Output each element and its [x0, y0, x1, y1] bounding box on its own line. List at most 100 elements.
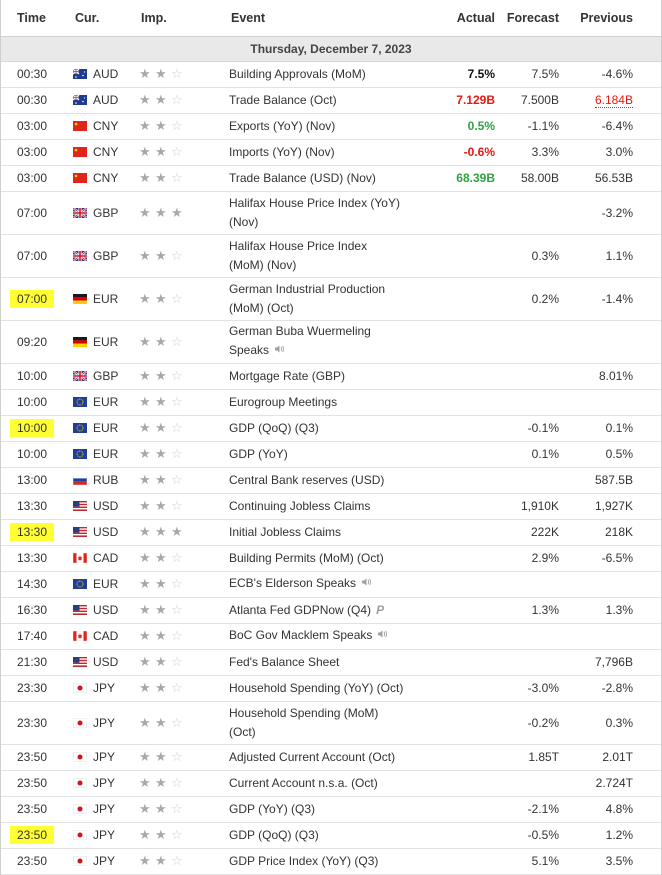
- event-name[interactable]: Imports (YoY) (Nov): [229, 144, 335, 159]
- table-row[interactable]: 03:00 CNY ★ ★ ☆ Trade Balance (USD) (Nov) 68.3…: [1, 165, 661, 192]
- event-cell[interactable]: Continuing Jobless Claims: [229, 493, 425, 520]
- table-row[interactable]: 14:30 EUR ★ ★ ☆ ECB's Elderson Speaks: [1, 571, 661, 598]
- event-name[interactable]: (Oct): [229, 724, 256, 739]
- event-cell[interactable]: GDP (YoY): [229, 441, 425, 468]
- event-name[interactable]: German Industrial Production: [229, 281, 386, 296]
- event-cell[interactable]: Trade Balance (USD) (Nov): [229, 165, 425, 192]
- importance-cell: ★ ★ ☆: [139, 770, 229, 797]
- table-row[interactable]: 09:20 EUR ★ ★ ☆ German Buba Wuermeling Speaks: [1, 320, 661, 364]
- event-name[interactable]: (MoM) (Oct): [229, 300, 294, 315]
- event-name[interactable]: Continuing Jobless Claims: [229, 498, 371, 513]
- event-name[interactable]: Initial Jobless Claims: [229, 524, 342, 539]
- event-cell[interactable]: Building Approvals (MoM): [229, 61, 425, 88]
- table-row[interactable]: 03:00 CNY ★ ★ ☆ Imports (YoY) (Nov) -0.6% 3.3% 3…: [1, 139, 661, 166]
- event-cell[interactable]: Initial Jobless Claims: [229, 519, 425, 546]
- event-cell[interactable]: Trade Balance (Oct): [229, 87, 425, 114]
- table-row[interactable]: 13:00 RUB ★ ★ ☆ Central Bank reserves (USD) 58…: [1, 467, 661, 494]
- table-row[interactable]: 16:30 USD ★ ★ ☆ Atlanta Fed GDPNow (Q4) P 1.3% 1…: [1, 597, 661, 624]
- table-row[interactable]: 07:00 GBP ★ ★ ☆ Halifax House Price Index (MoM…: [1, 234, 661, 278]
- table-row[interactable]: 10:00 GBP ★ ★ ☆ Mortgage Rate (GBP) 8.01%: [1, 363, 661, 390]
- table-row[interactable]: 23:50 JPY ★ ★ ☆ GDP (YoY) (Q3) -2.1% 4.8%: [1, 796, 661, 823]
- table-row[interactable]: 00:30 AUD ★ ★ ☆ Trade Balance (Oct) 7.129B 7.50…: [1, 87, 661, 114]
- header-event[interactable]: Event: [229, 0, 425, 37]
- event-cell[interactable]: Adjusted Current Account (Oct): [229, 744, 425, 771]
- event-name[interactable]: Mortgage Rate (GBP): [229, 368, 346, 383]
- event-cell[interactable]: ECB's Elderson Speaks: [229, 571, 425, 598]
- event-cell[interactable]: BoC Gov Macklem Speaks: [229, 623, 425, 650]
- event-name[interactable]: German Buba Wuermeling: [229, 324, 371, 338]
- header-actual[interactable]: Actual: [425, 0, 501, 37]
- event-cell[interactable]: Central Bank reserves (USD): [229, 467, 425, 494]
- event-cell[interactable]: Atlanta Fed GDPNow (Q4) P: [229, 597, 425, 624]
- header-time[interactable]: Time: [1, 0, 73, 37]
- header-importance[interactable]: Imp.: [139, 0, 229, 37]
- event-name[interactable]: GDP Price Index (YoY) (Q3): [229, 853, 379, 868]
- table-row[interactable]: 23:30 JPY ★ ★ ☆ Household Spending (YoY) (Oct…: [1, 675, 661, 702]
- event-name[interactable]: Speaks: [229, 343, 270, 357]
- table-row[interactable]: 21:30 USD ★ ★ ☆ Fed's Balance Sheet 7,796B: [1, 649, 661, 676]
- star-filled-icon: ★: [139, 498, 151, 513]
- event-name[interactable]: ECB's Elderson Speaks: [229, 576, 357, 590]
- event-name[interactable]: Adjusted Current Account (Oct): [229, 749, 396, 764]
- event-name[interactable]: Exports (YoY) (Nov): [229, 118, 336, 133]
- table-row[interactable]: 00:30 AUD ★ ★ ☆ Building Approvals (MoM) 7.5% 7…: [1, 61, 661, 88]
- table-row[interactable]: 23:50 JPY ★ ★ ☆ GDP Price Index (YoY) (Q3) 5.1…: [1, 848, 661, 875]
- event-cell[interactable]: Halifax House Price Index (YoY) (Nov): [229, 191, 425, 235]
- event-cell[interactable]: Exports (YoY) (Nov): [229, 113, 425, 140]
- table-row[interactable]: 07:00 GBP ★ ★ ★ Halifax House Price Index (Yo…: [1, 191, 661, 235]
- header-currency[interactable]: Cur.: [73, 0, 139, 37]
- event-cell[interactable]: Current Account n.s.a. (Oct): [229, 770, 425, 797]
- forecast-value: [501, 623, 567, 650]
- event-cell[interactable]: German Industrial Production (MoM) (Oct): [229, 277, 425, 321]
- header-previous[interactable]: Previous: [567, 0, 661, 37]
- event-cell[interactable]: German Buba Wuermeling Speaks: [229, 320, 425, 364]
- event-cell[interactable]: Eurogroup Meetings: [229, 389, 425, 416]
- table-row[interactable]: 23:50 JPY ★ ★ ☆ Adjusted Current Account (Oct…: [1, 744, 661, 771]
- table-row[interactable]: 03:00 CNY ★ ★ ☆ Exports (YoY) (Nov) 0.5% -1.1% -…: [1, 113, 661, 140]
- table-row[interactable]: 23:30 JPY ★ ★ ☆ Household Spending (MoM) (Oct)…: [1, 701, 661, 745]
- event-name[interactable]: GDP (QoQ) (Q3): [229, 827, 319, 842]
- event-name[interactable]: Household Spending (YoY) (Oct): [229, 680, 404, 695]
- event-cell[interactable]: Imports (YoY) (Nov): [229, 139, 425, 166]
- event-name[interactable]: Halifax House Price Index (YoY): [229, 195, 400, 210]
- event-name[interactable]: Central Bank reserves (USD): [229, 472, 385, 487]
- event-name[interactable]: Trade Balance (USD) (Nov): [229, 170, 376, 185]
- event-name[interactable]: Trade Balance (Oct): [229, 92, 337, 107]
- table-row[interactable]: 10:00 EUR ★ ★ ☆ Eurogroup Meetings: [1, 389, 661, 416]
- event-cell[interactable]: Halifax House Price Index (MoM) (Nov): [229, 234, 425, 278]
- table-row[interactable]: 17:40 CAD ★ ★ ☆ BoC Gov Macklem Speaks: [1, 623, 661, 650]
- event-cell[interactable]: GDP (YoY) (Q3): [229, 796, 425, 823]
- event-cell[interactable]: Mortgage Rate (GBP): [229, 363, 425, 390]
- event-name[interactable]: Current Account n.s.a. (Oct): [229, 775, 378, 790]
- table-row[interactable]: 23:50 JPY ★ ★ ☆ Current Account n.s.a. (Oct) 2…: [1, 770, 661, 797]
- event-name[interactable]: Household Spending (MoM): [229, 705, 379, 720]
- table-row[interactable]: 10:00 EUR ★ ★ ☆ GDP (QoQ) (Q3) -0.1% 0.1%: [1, 415, 661, 442]
- event-cell[interactable]: Fed's Balance Sheet: [229, 649, 425, 676]
- event-cell[interactable]: Household Spending (MoM) (Oct): [229, 701, 425, 745]
- event-cell[interactable]: GDP (QoQ) (Q3): [229, 822, 425, 849]
- table-row[interactable]: 23:50 JPY ★ ★ ☆ GDP (QoQ) (Q3) -0.5% 1.2%: [1, 822, 661, 849]
- event-name[interactable]: Eurogroup Meetings: [229, 394, 338, 409]
- event-name[interactable]: GDP (QoQ) (Q3): [229, 420, 319, 435]
- event-cell[interactable]: GDP Price Index (YoY) (Q3): [229, 848, 425, 875]
- event-name[interactable]: GDP (YoY): [229, 446, 288, 461]
- event-cell[interactable]: Household Spending (YoY) (Oct): [229, 675, 425, 702]
- table-row[interactable]: 07:00 EUR ★ ★ ☆ German Industrial Production(…: [1, 277, 661, 321]
- event-cell[interactable]: Building Permits (MoM) (Oct): [229, 545, 425, 572]
- event-name[interactable]: Halifax House Price Index: [229, 238, 368, 253]
- header-forecast[interactable]: Forecast: [501, 0, 567, 37]
- event-name[interactable]: GDP (YoY) (Q3): [229, 801, 316, 816]
- event-name[interactable]: Building Approvals (MoM): [229, 66, 366, 81]
- event-name[interactable]: (MoM) (Nov): [229, 257, 297, 272]
- table-row[interactable]: 13:30 USD ★ ★ ★ Initial Jobless Claims 222K 218…: [1, 519, 661, 546]
- event-name[interactable]: Atlanta Fed GDPNow (Q4): [229, 602, 372, 617]
- event-name[interactable]: BoC Gov Macklem Speaks: [229, 628, 373, 642]
- event-name[interactable]: Building Permits (MoM) (Oct): [229, 550, 384, 565]
- table-row[interactable]: 10:00 EUR ★ ★ ☆ GDP (YoY) 0.1% 0.5%: [1, 441, 661, 468]
- event-cell[interactable]: GDP (QoQ) (Q3): [229, 415, 425, 442]
- previous-value[interactable]: 6.184B: [594, 93, 633, 108]
- event-name[interactable]: (Nov): [229, 214, 259, 229]
- table-row[interactable]: 13:30 USD ★ ★ ☆ Continuing Jobless Claims 1,91…: [1, 493, 661, 520]
- table-row[interactable]: 13:30 CAD ★ ★ ☆ Building Permits (MoM) (Oct) 2…: [1, 545, 661, 572]
- event-name[interactable]: Fed's Balance Sheet: [229, 654, 340, 669]
